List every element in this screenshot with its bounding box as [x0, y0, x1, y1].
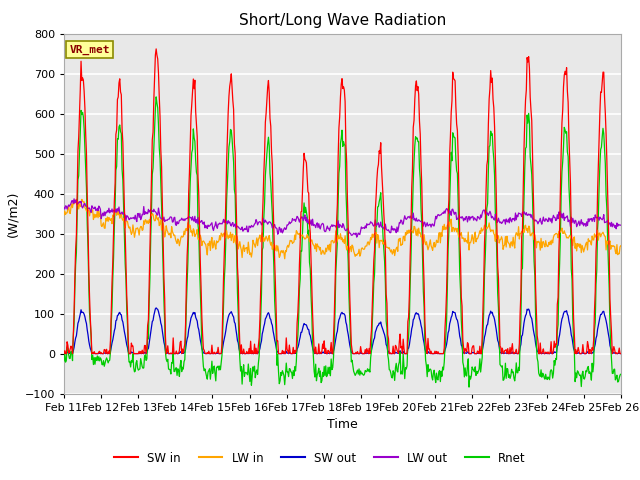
Legend: SW in, LW in, SW out, LW out, Rnet: SW in, LW in, SW out, LW out, Rnet: [109, 447, 531, 469]
Text: VR_met: VR_met: [70, 44, 110, 55]
Title: Short/Long Wave Radiation: Short/Long Wave Radiation: [239, 13, 446, 28]
Y-axis label: (W/m2): (W/m2): [6, 191, 19, 237]
X-axis label: Time: Time: [327, 418, 358, 431]
